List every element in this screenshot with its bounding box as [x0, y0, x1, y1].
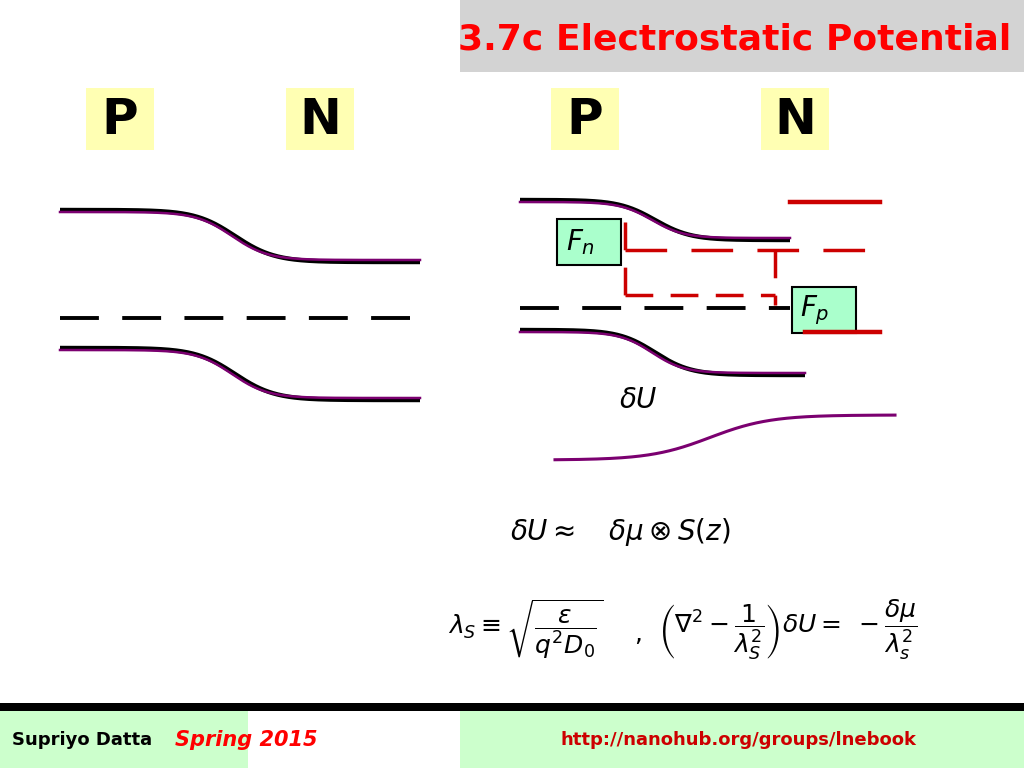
Text: $\lambda_S \equiv \sqrt{\dfrac{\varepsilon}{q^2 D_0}}$: $\lambda_S \equiv \sqrt{\dfrac{\varepsil… [449, 598, 603, 662]
FancyBboxPatch shape [761, 88, 829, 150]
Text: P: P [101, 96, 138, 144]
FancyBboxPatch shape [551, 88, 618, 150]
Text: $F_p$: $F_p$ [801, 293, 829, 327]
FancyBboxPatch shape [286, 88, 354, 150]
Text: $\delta U$: $\delta U$ [618, 386, 657, 413]
Text: Supriyo Datta: Supriyo Datta [12, 731, 153, 749]
FancyBboxPatch shape [460, 711, 1024, 768]
Text: http://nanohub.org/groups/lnebook: http://nanohub.org/groups/lnebook [560, 731, 916, 749]
FancyBboxPatch shape [460, 0, 1024, 72]
Text: $F_n$: $F_n$ [565, 227, 595, 257]
Text: N: N [774, 96, 816, 144]
Text: $\delta U \approx \quad \delta\mu \otimes S(z)$: $\delta U \approx \quad \delta\mu \otime… [510, 516, 730, 548]
FancyBboxPatch shape [0, 703, 1024, 711]
FancyBboxPatch shape [792, 287, 856, 333]
Text: Spring 2015: Spring 2015 [175, 730, 317, 750]
FancyBboxPatch shape [557, 219, 621, 265]
FancyBboxPatch shape [0, 711, 248, 768]
FancyBboxPatch shape [86, 88, 154, 150]
Text: $\left(\nabla^2 - \dfrac{1}{\lambda_S^2}\right)\delta U = \;-\dfrac{\delta\mu}{\: $\left(\nabla^2 - \dfrac{1}{\lambda_S^2}… [658, 598, 918, 662]
Text: P: P [566, 96, 603, 144]
Text: $,$: $,$ [634, 624, 642, 647]
Text: N: N [299, 96, 341, 144]
Text: 3.7c Electrostatic Potential: 3.7c Electrostatic Potential [459, 23, 1012, 57]
